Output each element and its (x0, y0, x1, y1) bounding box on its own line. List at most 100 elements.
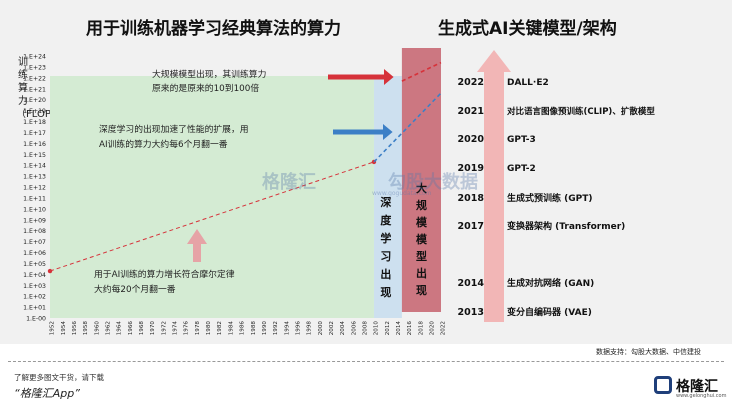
y-tick-label: 1.E+23 (23, 64, 46, 71)
trend-line (373, 92, 442, 163)
x-tick-label: 1996 (295, 321, 301, 336)
x-tick-label: 1972 (161, 321, 167, 335)
y-tick-label: 1.E+03 (23, 283, 46, 290)
timeline-model: DALL·E2 (507, 78, 549, 88)
y-tick-label: 1.E+10 (23, 206, 46, 213)
x-tick-label: 2008 (362, 321, 368, 336)
y-tick-label: 1.E+02 (23, 294, 46, 301)
timeline-title: 生成式AI关键模型/架构 (438, 19, 617, 39)
x-tick-label: 1970 (150, 321, 156, 336)
region-label-large-char: 规 (416, 198, 427, 212)
y-tick-label: 1.E+18 (23, 119, 46, 126)
y-tick-label: 1.E+16 (23, 141, 46, 148)
x-tick-label: 2010 (374, 321, 380, 336)
y-tick-label: 1.E+17 (23, 130, 46, 137)
x-tick-label: 1966 (128, 321, 134, 336)
x-tick-label: 1956 (72, 321, 78, 336)
annotation-deep-learning: 深度学习的出现加速了性能的扩展，用 (99, 123, 249, 135)
region-label-large-char: 现 (416, 284, 427, 297)
x-tick-label: 1988 (251, 321, 257, 336)
y-tick-label: 1.E+22 (23, 75, 46, 82)
region-label-deep-char: 出 (380, 267, 391, 281)
y-tick-label: 1.E+24 (23, 54, 46, 61)
y-tick-label: 1.E+04 (23, 272, 46, 279)
x-tick-label: 1978 (195, 321, 201, 336)
y-tick-label: 1.E+20 (23, 97, 46, 104)
logo-url: www.gelonghui.com (676, 393, 727, 399)
compute-chart: 1.E-00 1.E+01 1.E+02 1.E+03 1.E+04 1.E+05 1.E+… (23, 48, 655, 336)
timeline-model: 生成对抗网络 (GAN) (507, 277, 594, 289)
x-tick-label: 2012 (385, 321, 391, 335)
timeline-model: GPT-3 (507, 135, 536, 145)
y-tick-label: 1.E+06 (23, 250, 46, 257)
y-tick-label: 1.E+21 (23, 86, 46, 93)
x-tick-label: 2022 (441, 321, 447, 335)
footer-download-text: 了解更多图文干货，请下载 (14, 373, 104, 382)
x-tick-label: 2002 (329, 321, 335, 335)
region-label-large-char: 出 (416, 266, 427, 280)
logo-text: 格隆汇 (676, 379, 718, 395)
timeline-model: 变分自编码器 (VAE) (507, 306, 592, 318)
y-tick-label: 1.E+05 (23, 261, 46, 268)
x-tick-label: 1980 (206, 321, 212, 336)
y-tick-label: 1.E+07 (23, 239, 46, 246)
x-tick-label: 1962 (106, 321, 112, 335)
x-tick-label: 1954 (61, 321, 67, 336)
annotation-moore-law: 大约每20个月翻一番 (94, 283, 176, 295)
region-label-deep-char: 现 (380, 286, 391, 299)
gelonghui-logo: 格隆汇 www.gelonghui.com (654, 374, 726, 400)
x-tick-label: 1990 (262, 321, 268, 336)
x-tick-label: 1952 (50, 321, 56, 335)
x-tick-label: 2020 (430, 321, 436, 336)
trend-line (401, 61, 442, 82)
annotation-large-models: 原来的是原来的10到100倍 (152, 82, 259, 94)
timeline-arrow (477, 50, 511, 322)
x-tick-label: 1984 (228, 321, 234, 336)
annotation-deep-learning: AI训练的算力大约每6个月翻一番 (99, 138, 228, 150)
y-tick-label: 1.E+09 (23, 217, 46, 224)
region-deep-learning (373, 76, 402, 318)
y-tick-label: 1.E+19 (23, 108, 46, 115)
x-tick-label: 1958 (83, 321, 89, 336)
x-tick-label: 2000 (318, 321, 324, 336)
region-large-models (401, 48, 441, 312)
arrow-large-models (328, 69, 394, 85)
watermark-url: www.gogudata.com (372, 190, 432, 197)
region-label-deep-char: 学 (380, 231, 391, 245)
region-label-deep-char: 习 (380, 250, 391, 263)
timeline-year: 2013 (458, 307, 484, 318)
region-pre-deep-learning (50, 76, 374, 318)
timeline-year: 2014 (458, 278, 485, 289)
watermark-gelonghui: 格隆汇 (262, 172, 316, 193)
timeline-year: 2020 (458, 134, 485, 145)
timeline-year: 2022 (458, 77, 484, 88)
data-source: 数据支持：勾股大数据、中信建投 (596, 348, 701, 356)
chart-title: 用于训练机器学习经典算法的算力 (86, 19, 341, 39)
x-tick-label: 1974 (173, 321, 179, 336)
x-tick-label: 1968 (139, 321, 145, 336)
y-tick-label: 1.E+11 (23, 195, 46, 202)
x-tick-label: 2006 (351, 321, 357, 336)
x-tick-label: 1994 (284, 321, 290, 336)
x-tick-label: 2016 (407, 321, 413, 336)
x-tick-label: 1992 (273, 321, 279, 335)
timeline-year: 2018 (458, 193, 485, 204)
arrow-moore-up (187, 229, 207, 262)
y-tick-label: 1.E-00 (26, 316, 46, 323)
timeline-model: 生成式预训练 (GPT) (507, 192, 592, 204)
region-label-large-char: 型 (416, 249, 427, 263)
timeline-year: 2017 (458, 221, 484, 232)
timeline-year: 2019 (458, 163, 484, 174)
timeline-model: GPT-2 (507, 164, 536, 174)
x-tick-label: 1982 (217, 321, 223, 335)
timeline-model: 对比语言图像预训练(CLIP)、扩散模型 (507, 106, 655, 117)
y-tick-label: 1.E+08 (23, 228, 46, 235)
timeline-year: 2021 (458, 106, 484, 117)
x-tick-label: 2018 (418, 321, 424, 336)
timeline-model: 变换器架构 (Transformer) (507, 220, 625, 232)
trend-start-point (47, 268, 53, 274)
footer-divider (8, 361, 724, 362)
watermark-gogudata: 勾股大数据 (388, 172, 478, 193)
region-label-deep-char: 深 (380, 195, 391, 209)
